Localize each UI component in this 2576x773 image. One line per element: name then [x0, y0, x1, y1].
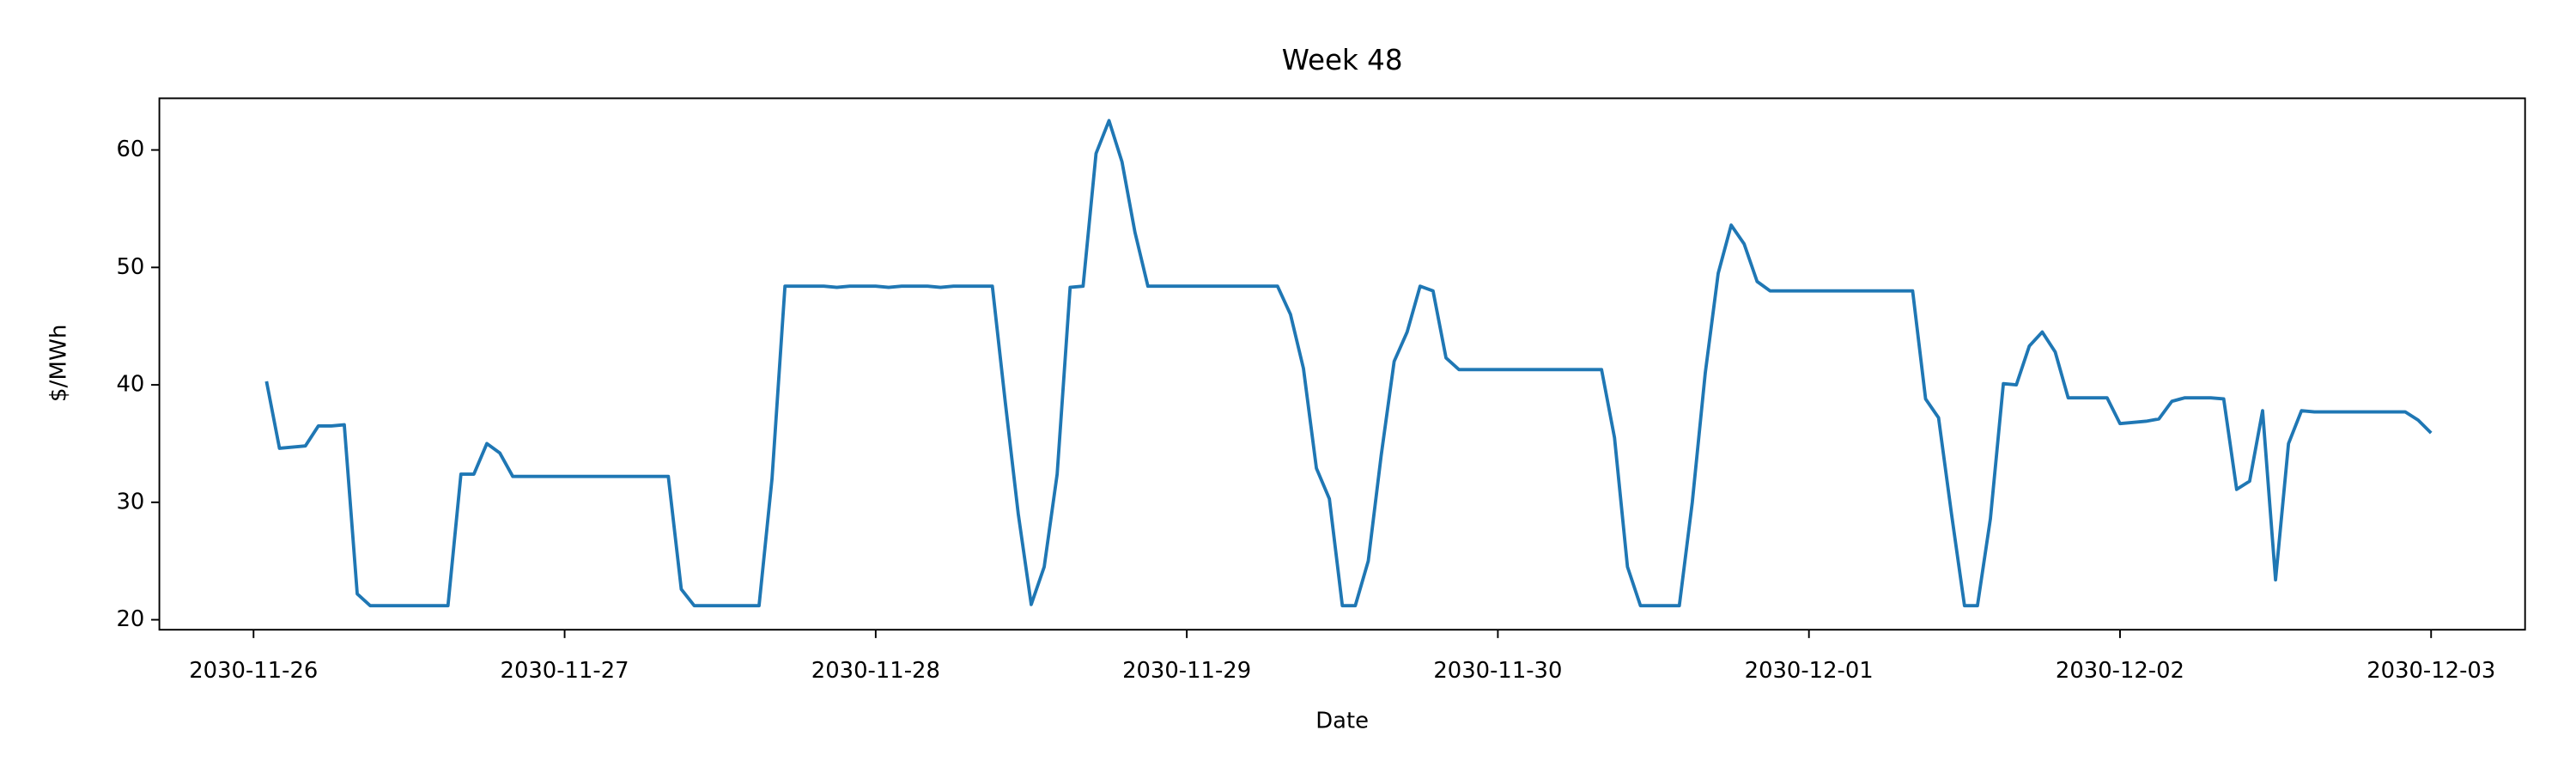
x-tick-label: 2030-11-26 — [189, 658, 318, 684]
chart-title: Week 48 — [1282, 44, 1403, 76]
y-tick-label: 60 — [117, 137, 145, 162]
x-tick-label: 2030-11-27 — [501, 658, 629, 684]
y-tick-label: 40 — [117, 371, 145, 397]
y-tick-label: 30 — [117, 489, 145, 514]
x-tick-label: 2030-11-30 — [1433, 658, 1562, 684]
x-tick-label: 2030-11-29 — [1122, 658, 1251, 684]
x-axis-label: Date — [1315, 708, 1369, 733]
price-line — [264, 119, 2433, 608]
y-tick-label: 50 — [117, 254, 145, 280]
y-axis-label: $/MWh — [46, 325, 71, 403]
x-tick-label: 2030-12-02 — [2056, 658, 2184, 684]
x-tick-label: 2030-11-28 — [811, 658, 940, 684]
plot-frame — [158, 97, 2526, 631]
y-tick-label: 20 — [117, 606, 145, 632]
x-tick-label: 2030-12-01 — [1745, 658, 1874, 684]
x-tick-label: 2030-12-03 — [2366, 658, 2495, 684]
